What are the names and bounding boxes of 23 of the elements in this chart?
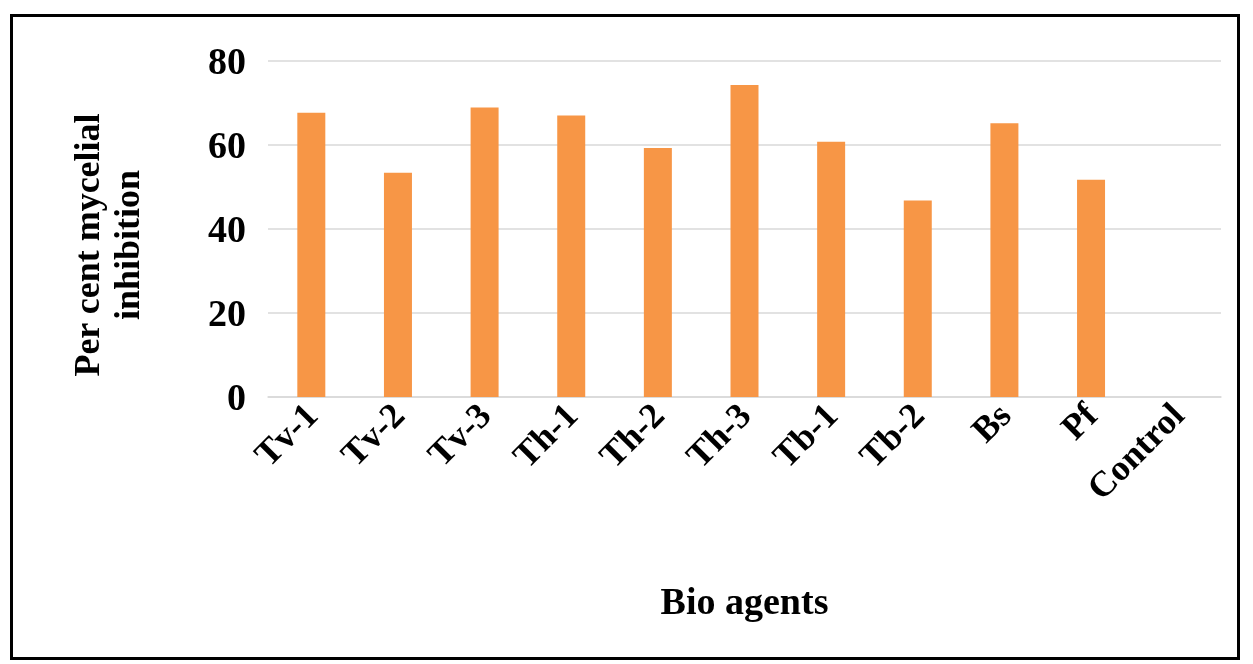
x-tick-label: Tb-1 [764,394,846,476]
x-tick-label: Tv-3 [419,394,499,475]
y-tick-label: 40 [208,208,246,250]
y-axis-title: Per cent mycelial inhibition [67,112,147,379]
y-tick-label: 80 [208,40,246,82]
x-tick-label: Tv-2 [332,394,413,475]
x-tick-label: Tv-1 [246,394,326,475]
bar [383,172,412,397]
bar [297,112,326,397]
bar [557,115,586,397]
bar [990,123,1019,397]
bar [470,107,499,397]
x-tick-label: Th-1 [504,394,586,476]
bar [643,147,672,397]
y-tick-label: 20 [208,292,246,334]
bar [817,141,846,397]
y-tick-label: 60 [208,124,246,166]
y-tick-label: 0 [227,376,246,418]
bar [903,200,932,397]
bar [730,84,759,397]
x-axis-title: Bio agents [660,580,829,622]
x-tick-label: Bs [963,394,1019,451]
bar [1077,179,1106,397]
